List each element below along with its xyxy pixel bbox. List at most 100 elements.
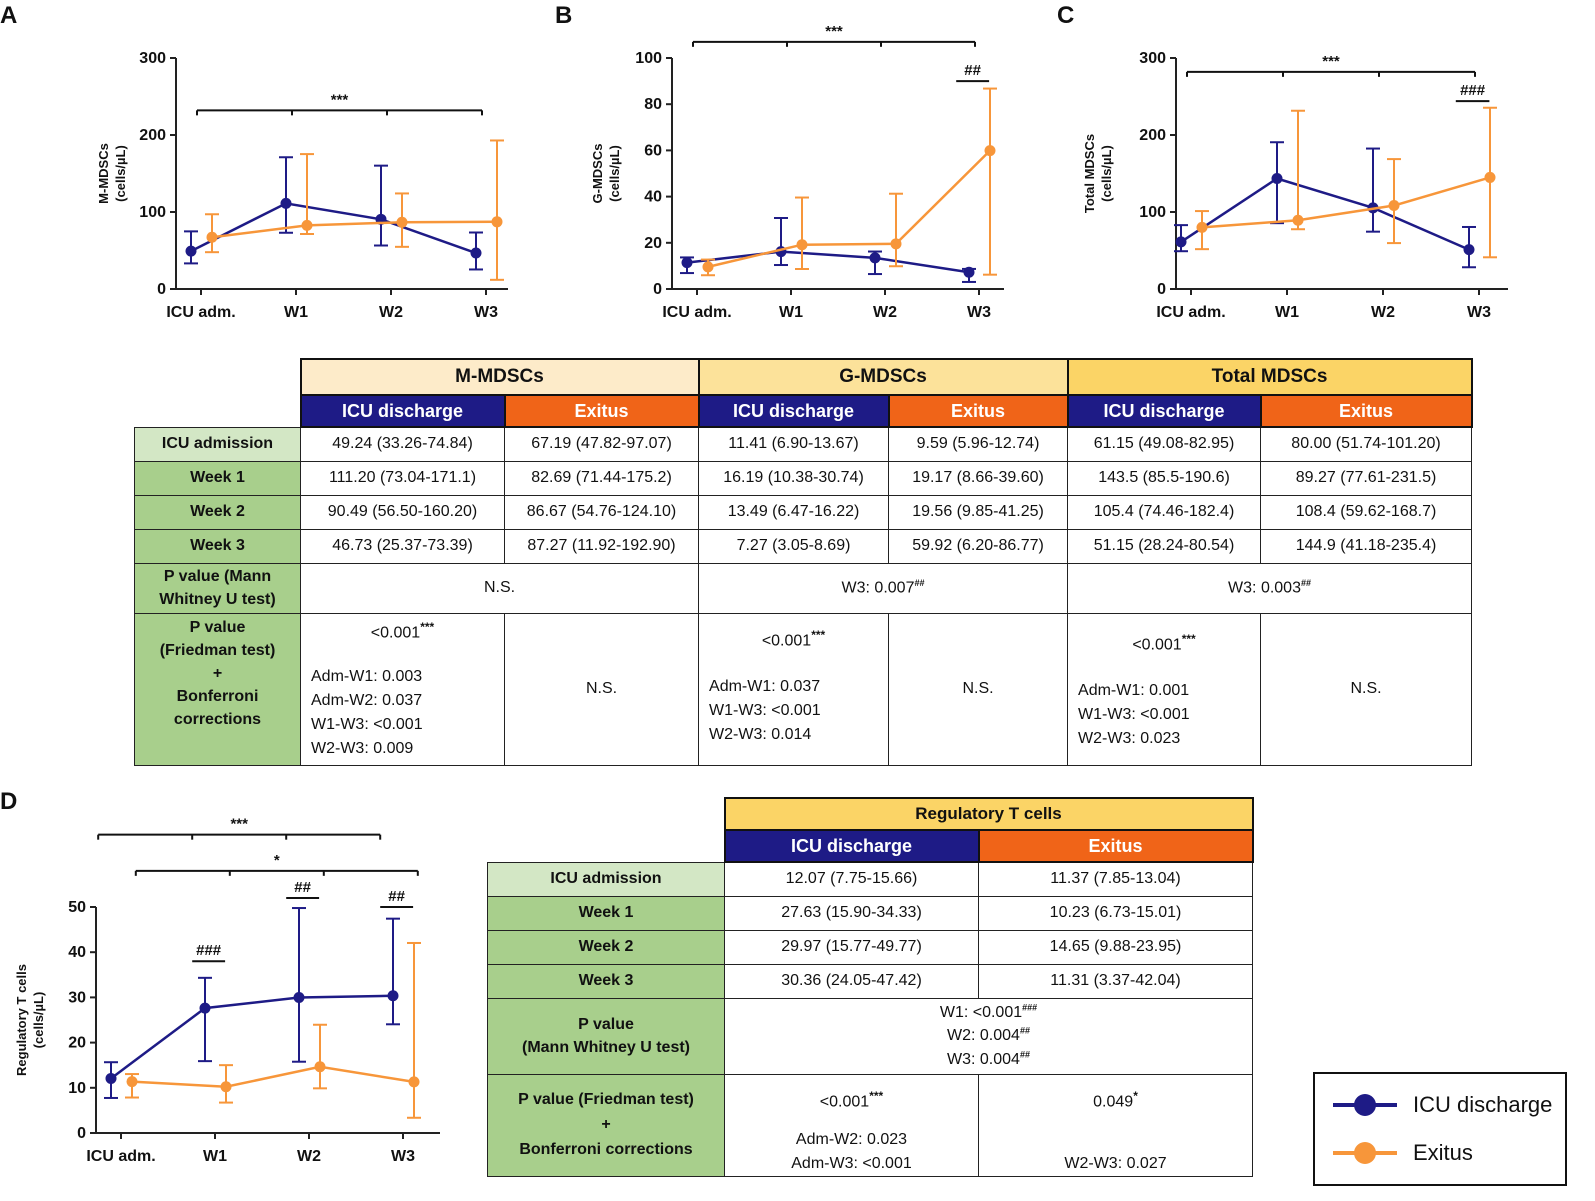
mw-value: W3: 0.007 [841,579,915,597]
mdsc-summary-table: M-MDSCs G-MDSCs Total MDSCs ICU discharg… [134,358,1473,766]
x-tick-label: W1 [1275,304,1299,321]
table-row: Week 1 27.63 (15.90-34.33) 10.23 (6.73-1… [487,895,1253,931]
table-cell: 59.92 (6.20-86.77) [888,528,1069,564]
row-label: P value (Mann Whitney U test) [487,997,725,1075]
y-tick-label: 200 [1139,127,1166,144]
fr-label-line: + [601,1115,611,1133]
m-exitus-header: Exitus [503,394,700,428]
table-cell: 108.4 (59.62-168.7) [1260,494,1473,530]
fr-line: W1-W3: <0.001 [709,701,821,719]
legend-exitus-marker [1333,1142,1397,1164]
significance-label: ## [388,888,405,905]
fr-main: 0.049 [1093,1092,1134,1110]
legend-item-exitus: Exitus [1331,1138,1561,1168]
significance-label: *** [825,23,843,40]
data-point [1292,214,1304,226]
table-cell: 111.20 (73.04-171.1) [300,460,505,496]
data-point [408,1076,420,1088]
t-exitus-header: Exitus [1259,394,1473,428]
g-mdscs-header: G-MDSCs [697,358,1069,396]
table-cell: 46.73 (25.37-73.39) [300,528,505,564]
panel-label-b: B [555,2,573,29]
data-point [681,257,693,269]
x-tick-label: ICU adm. [1156,304,1225,321]
table-row: P value (Mann Whitney U test) N.S. W3: 0… [134,562,1473,614]
data-point [220,1081,232,1093]
mw-value: W1: <0.001 [939,1004,1023,1022]
table-cell: 80.00 (51.74-101.20) [1260,426,1473,462]
y-tick-label: 100 [635,50,662,67]
fr-line: W2-W3: 0.023 [1078,729,1181,747]
treg-discharge-friedman-cell: <0.001*** Adm-W2: 0.023 Adm-W3: <0.001 [724,1073,979,1177]
y-tick-label: 300 [1139,50,1166,67]
table-cell: 86.67 (54.76-124.10) [503,494,700,530]
data-point [1175,236,1187,248]
fr-line: Adm-W1: 0.001 [1078,681,1190,699]
x-tick-label: ICU adm. [86,1148,155,1165]
g-discharge-header: ICU discharge [697,394,890,428]
chart-total-mdscs: 0 100 200 300 ICU adm. W1 W2 W3 Total MDSCs (cell… [1082,50,1508,321]
mw-sig: ## [1019,1026,1030,1037]
table-row: ICU admission 49.24 (33.26-74.84) 67.19 … [134,426,1473,462]
legend-exitus-label: Exitus [1413,1140,1473,1165]
y-tick-label: 20 [68,1035,86,1052]
y-axis-label-line2: (cells/µL) [31,992,46,1049]
fr-label-line: Bonferroni corrections [519,1140,693,1158]
data-point [1463,244,1475,256]
series-line-exitus [1201,176,1491,229]
row-label: P value (Friedman test) + Bonferroni cor… [134,612,301,766]
row-label: ICU admission [487,861,725,897]
table-cell: 13.49 (6.47-16.22) [698,494,890,530]
fr-line: Adm-W2: 0.037 [311,691,423,709]
fr-line: W2-W3: 0.009 [311,739,414,757]
fr-line: Adm-W1: 0.003 [311,667,423,685]
table-cell: 51.15 (28.24-80.54) [1067,528,1262,564]
table-row: Week 1 111.20 (73.04-171.1) 82.69 (71.44… [134,460,1473,496]
fr-label-line: P value [189,618,246,636]
g-mw-cell: W3: 0.007## [698,562,1069,614]
data-point [387,990,399,1002]
t-discharge-header: ICU discharge [1066,394,1262,428]
legend: ICU discharge Exitus [1313,1072,1567,1186]
table-cell: 29.97 (15.77-49.77) [724,929,979,965]
x-tick-label: W2 [379,304,403,321]
table-row: Week 3 30.36 (24.05-47.42) 11.31 (3.37-4… [487,963,1253,999]
mw-value: W3: 0.003 [1228,579,1301,597]
series-line-discharge [110,994,394,1080]
data-point [1271,173,1283,185]
series-line-exitus [211,220,498,239]
table-cell: 9.59 (5.96-12.74) [888,426,1069,462]
table-cell: 11.37 (7.85-13.04) [978,861,1253,897]
data-point [491,216,503,228]
y-tick-label: 100 [139,204,166,221]
data-point [1484,171,1496,183]
series-line-exitus [707,149,991,269]
row-label: Week 2 [134,494,301,530]
y-tick-label: 10 [68,1080,86,1097]
y-tick-label: 20 [644,235,662,252]
significance-label: ## [964,62,981,79]
m-friedman-cell: <0.001*** Adm-W1: 0.003 Adm-W2: 0.037 W1… [300,612,505,766]
table-cell: 16.19 (10.38-30.74) [698,460,890,496]
treg-discharge-header: ICU discharge [723,829,980,863]
fr-sig: *** [811,627,826,642]
g-exitus-header: Exitus [887,394,1069,428]
data-point [199,1002,211,1014]
y-tick-label: 0 [1157,281,1166,298]
legend-item-discharge: ICU discharge [1331,1090,1561,1120]
x-tick-label: W2 [297,1148,321,1165]
data-point [396,216,408,228]
data-point [470,247,482,259]
row-label: ICU admission [134,426,301,462]
treg-header: Regulatory T cells [723,797,1254,831]
table-row: P value (Friedman test) + Bonferroni cor… [487,1073,1253,1177]
fr-label-line: corrections [173,711,262,729]
row-label: Week 3 [134,528,301,564]
table-cell: 30.36 (24.05-47.42) [724,963,979,999]
x-tick-label: W1 [284,304,308,321]
t-mw-cell: W3: 0.003## [1067,562,1473,614]
fr-sig: *** [1181,631,1196,646]
fr-line: Adm-W1: 0.037 [709,677,821,695]
y-tick-label: 0 [157,281,166,298]
x-tick-label: ICU adm. [166,304,235,321]
